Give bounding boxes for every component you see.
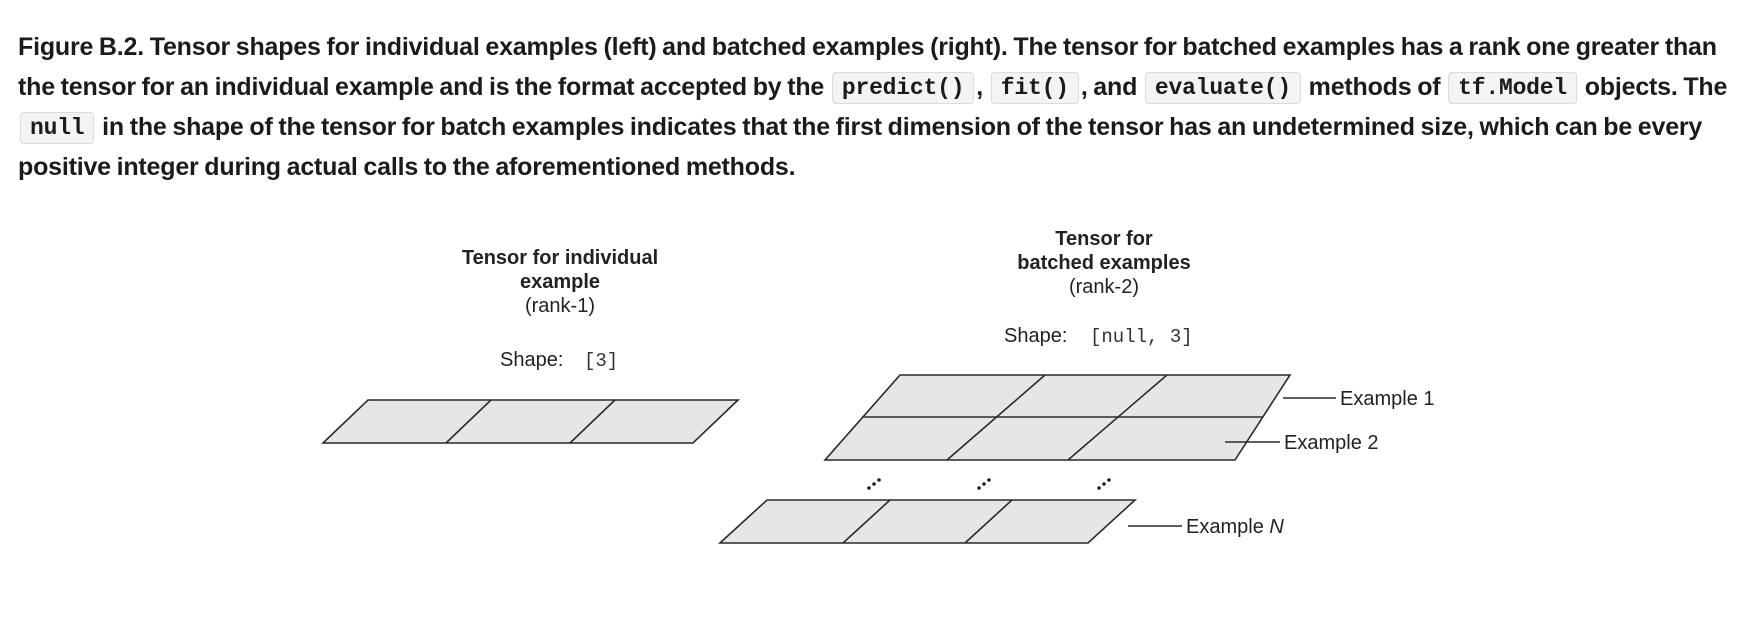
code-evaluate: evaluate() — [1144, 72, 1301, 104]
caption-sep-1: , — [976, 73, 989, 101]
ellipsis-col-1 — [867, 478, 881, 490]
example-n-label: Example N — [1186, 516, 1284, 538]
code-predict: predict() — [831, 72, 975, 104]
ellipsis-dot — [1097, 486, 1101, 490]
ellipsis-dot — [987, 478, 991, 482]
left-title-line2: example — [520, 271, 600, 293]
left-tensor-slab — [321, 399, 740, 444]
figure-label: Figure B.2. — [18, 33, 144, 61]
right-title-line1: Tensor for — [1055, 228, 1153, 250]
ellipsis-dot — [867, 486, 871, 490]
caption-text-2: methods of — [1302, 73, 1447, 101]
caption-text-3: objects. The — [1578, 73, 1728, 101]
code-tf-model: tf.Model — [1448, 72, 1577, 104]
right-rank-label: (rank-2) — [1069, 276, 1139, 298]
code-null: null — [20, 112, 95, 144]
ellipsis-dot — [1102, 482, 1106, 486]
caption-text-1: Tensor shapes for individual examples (l… — [18, 33, 1717, 101]
batched-tensor-grid — [823, 374, 1292, 461]
caption-sep-2: , and — [1080, 73, 1143, 101]
left-shape-value: [3] — [584, 350, 618, 372]
ellipsis-col-2 — [977, 478, 991, 490]
left-shape-label: Shape: — [500, 349, 563, 371]
left-title-line1: Tensor for individual — [462, 247, 658, 269]
caption-text-4: in the shape of the tensor for batch exa… — [18, 113, 1703, 181]
batched-col-divider-1 — [946, 374, 1046, 461]
left-tensor-row — [321, 399, 740, 444]
ellipsis-col-3 — [1097, 478, 1111, 490]
batched-col-divider-2 — [1067, 374, 1168, 461]
ellipsis-dot — [1107, 478, 1111, 482]
example-n-divider-2 — [964, 499, 1013, 544]
example-1-label: Example 1 — [1340, 388, 1435, 410]
example-n-slab — [717, 499, 1138, 544]
right-title-line2: batched examples — [1017, 252, 1190, 274]
ellipsis-dot — [982, 482, 986, 486]
left-cell-divider-1 — [445, 399, 492, 444]
example-2-label: Example 2 — [1284, 432, 1379, 454]
left-cell-divider-2 — [569, 399, 616, 444]
left-rank-label: (rank-1) — [525, 295, 595, 317]
example-n-row — [717, 499, 1138, 544]
example-n-prefix: Example — [1186, 516, 1269, 538]
example-n-var: N — [1269, 516, 1284, 538]
ellipsis-dot — [872, 482, 876, 486]
right-shape-value: [null, 3] — [1090, 326, 1193, 348]
ellipsis-dot — [877, 478, 881, 482]
example-n-divider-1 — [842, 499, 891, 544]
code-fit: fit() — [990, 72, 1079, 104]
figure-caption: Figure B.2. Tensor shapes for individual… — [18, 27, 1738, 187]
right-shape-label: Shape: — [1004, 325, 1067, 347]
ellipsis-dot — [977, 486, 981, 490]
